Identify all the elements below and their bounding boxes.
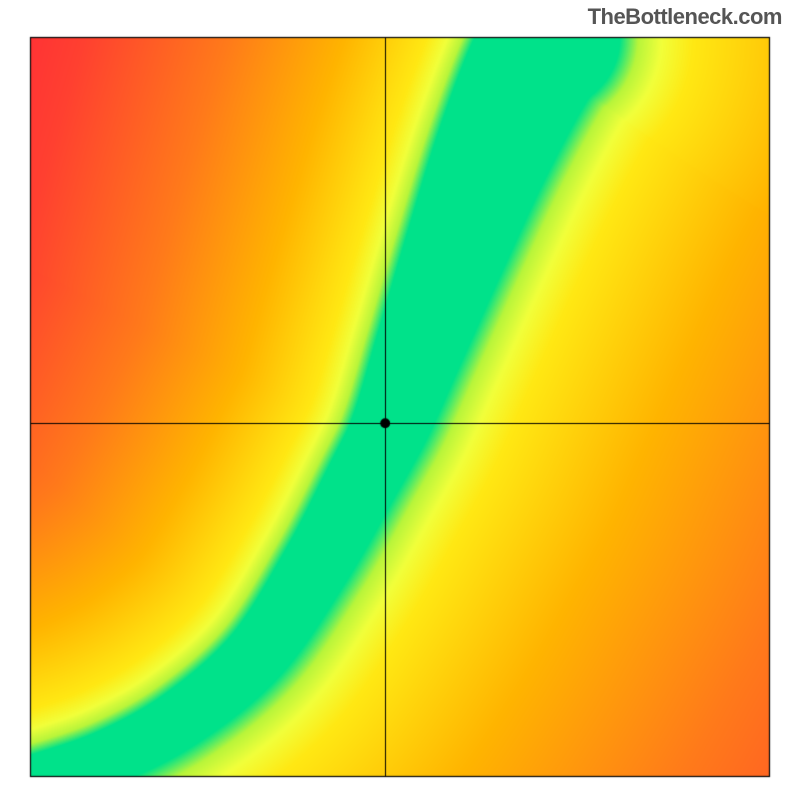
watermark-text: TheBottleneck.com [588, 4, 782, 30]
bottleneck-heatmap [0, 0, 800, 800]
